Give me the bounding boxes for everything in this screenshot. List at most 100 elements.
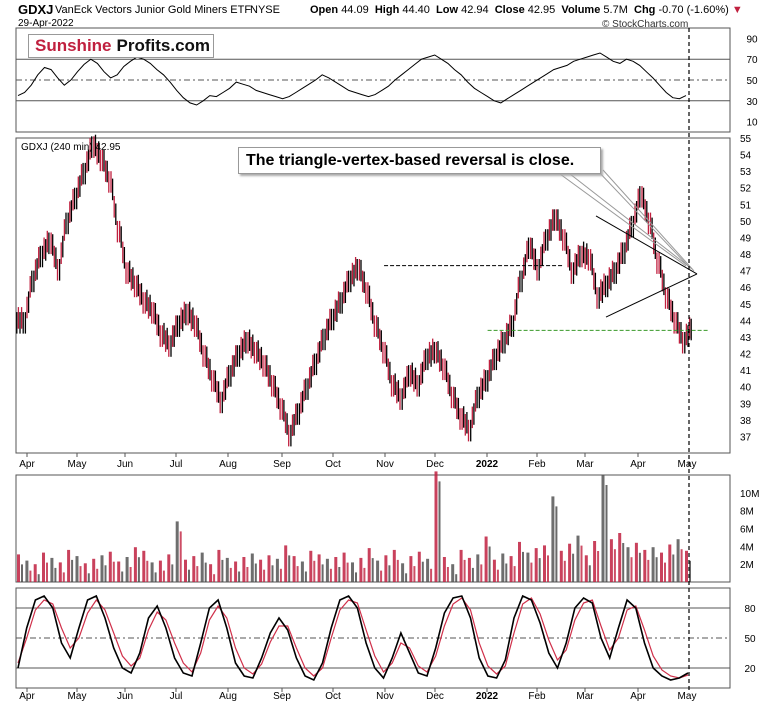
ticker-symbol: GDXJ <box>18 2 54 17</box>
x-tick-label: Sep <box>273 459 291 470</box>
x-tick-label: Apr <box>630 459 646 470</box>
volume-bar <box>522 551 524 582</box>
volume-bar <box>442 557 446 582</box>
volume-bar <box>37 574 40 582</box>
volume-bar <box>680 549 683 582</box>
x-tick-label: Feb <box>528 691 546 702</box>
volume-bar <box>296 566 299 582</box>
volume-bar <box>96 568 99 582</box>
x-tick-label: Nov <box>376 691 394 702</box>
rsi-tick-label: 90 <box>746 34 758 45</box>
volume-bar <box>476 554 480 582</box>
volume-bar <box>501 553 505 582</box>
x-tick-label: Jul <box>170 459 183 470</box>
volume-bar <box>150 562 154 582</box>
x-tick-label: Apr <box>19 459 35 470</box>
volume-bar <box>71 559 74 582</box>
volume-bar <box>221 559 224 582</box>
price-tick-label: 39 <box>740 399 752 410</box>
volume-bar <box>217 549 221 582</box>
volume-bar <box>46 562 48 582</box>
volume-bar <box>626 547 630 582</box>
rsi-line <box>17 52 687 106</box>
volume-bar <box>446 567 449 582</box>
rsi-tick-label: 50 <box>746 76 758 87</box>
volume-bar <box>421 561 424 582</box>
volume-bar <box>618 533 622 582</box>
x-tick-label: Apr <box>19 691 35 702</box>
volume-bar <box>597 551 600 582</box>
volume-bar <box>672 554 675 582</box>
rsi-tick-label: 30 <box>746 97 758 108</box>
volume-bar <box>530 562 533 582</box>
volume-label: Volume <box>561 4 601 16</box>
volume-bar <box>417 551 421 582</box>
volume-bar <box>676 539 680 582</box>
volume-bar <box>225 557 229 582</box>
volume-bar <box>67 549 71 582</box>
volume-bar <box>488 546 491 582</box>
volume-bar <box>275 558 279 582</box>
volume-bar <box>42 552 45 582</box>
volume-bar <box>259 559 263 582</box>
x-tick-label: 2022 <box>476 459 499 470</box>
volume-bar <box>563 560 566 582</box>
logo-part-sunshine: Sunshine <box>35 36 112 55</box>
volume-bar <box>29 570 32 582</box>
x-tick-label: Aug <box>219 691 237 702</box>
volume-bar <box>451 564 455 582</box>
volume-bar <box>568 543 572 582</box>
volume-bar <box>367 548 371 582</box>
volume-bar <box>655 557 658 582</box>
volume-bar <box>471 567 474 582</box>
close-value: 42.95 <box>527 4 556 16</box>
volume-bar <box>534 548 538 582</box>
stochastic-tick-label: 20 <box>744 664 756 675</box>
open-label: Open <box>310 4 339 16</box>
volume-bar <box>309 550 313 582</box>
logo-part-profits: Profits.com <box>116 36 211 55</box>
volume-bar <box>685 550 688 582</box>
price-tick-label: 45 <box>740 300 752 311</box>
x-tick-label: Aug <box>219 459 237 470</box>
volume-bar <box>405 573 408 582</box>
price-tick-label: 50 <box>740 217 752 228</box>
volume-bar <box>538 558 541 582</box>
volume-bar <box>54 567 57 582</box>
volume-bar <box>689 560 691 582</box>
volume-bar <box>234 561 238 582</box>
price-tick-label: 46 <box>740 283 752 294</box>
volume-bar <box>321 564 324 582</box>
volume-panel: 10M 8M 6M 4M 2M <box>15 471 759 583</box>
volume-bar <box>167 554 171 582</box>
volume-bar <box>313 560 316 582</box>
volume-bar <box>154 572 157 582</box>
x-tick-label: Dec <box>426 459 444 470</box>
volume-bar <box>117 561 121 582</box>
x-axes: Apr May Jun Jul Aug Sep Oct Nov Dec 2022 Feb Mar Apr… <box>19 453 696 702</box>
volume-bar <box>513 566 516 582</box>
x-tick-label: May <box>678 459 697 470</box>
x-tick-label: Oct <box>325 459 341 470</box>
volume-bar <box>325 558 329 582</box>
volume-bar <box>246 567 249 582</box>
volume-bar <box>580 545 583 582</box>
volume-bar <box>643 549 647 582</box>
volume-bar <box>413 566 416 582</box>
volume-bar <box>188 569 190 582</box>
company-name: VanEck Vectors Junior Gold Miners ETF <box>55 4 252 16</box>
volume-bar <box>125 557 129 582</box>
volume-bar <box>622 543 625 582</box>
volume-bar <box>496 569 499 582</box>
volume-bar <box>304 571 307 582</box>
volume-bar <box>409 556 413 582</box>
low-value: 42.94 <box>461 4 489 16</box>
volume-bar <box>509 556 513 582</box>
price-panel: 55 54 53 52 51 50 49 48 47 46 45 44 43 42 41 40 39 38 37 <box>15 134 752 454</box>
volume-bar <box>267 555 271 583</box>
volume-bar <box>392 549 396 582</box>
stochastic-tick-label: 80 <box>744 604 756 615</box>
x-tick-label: Oct <box>325 691 341 702</box>
volume-bar <box>396 559 399 582</box>
volume-bar <box>613 549 616 582</box>
